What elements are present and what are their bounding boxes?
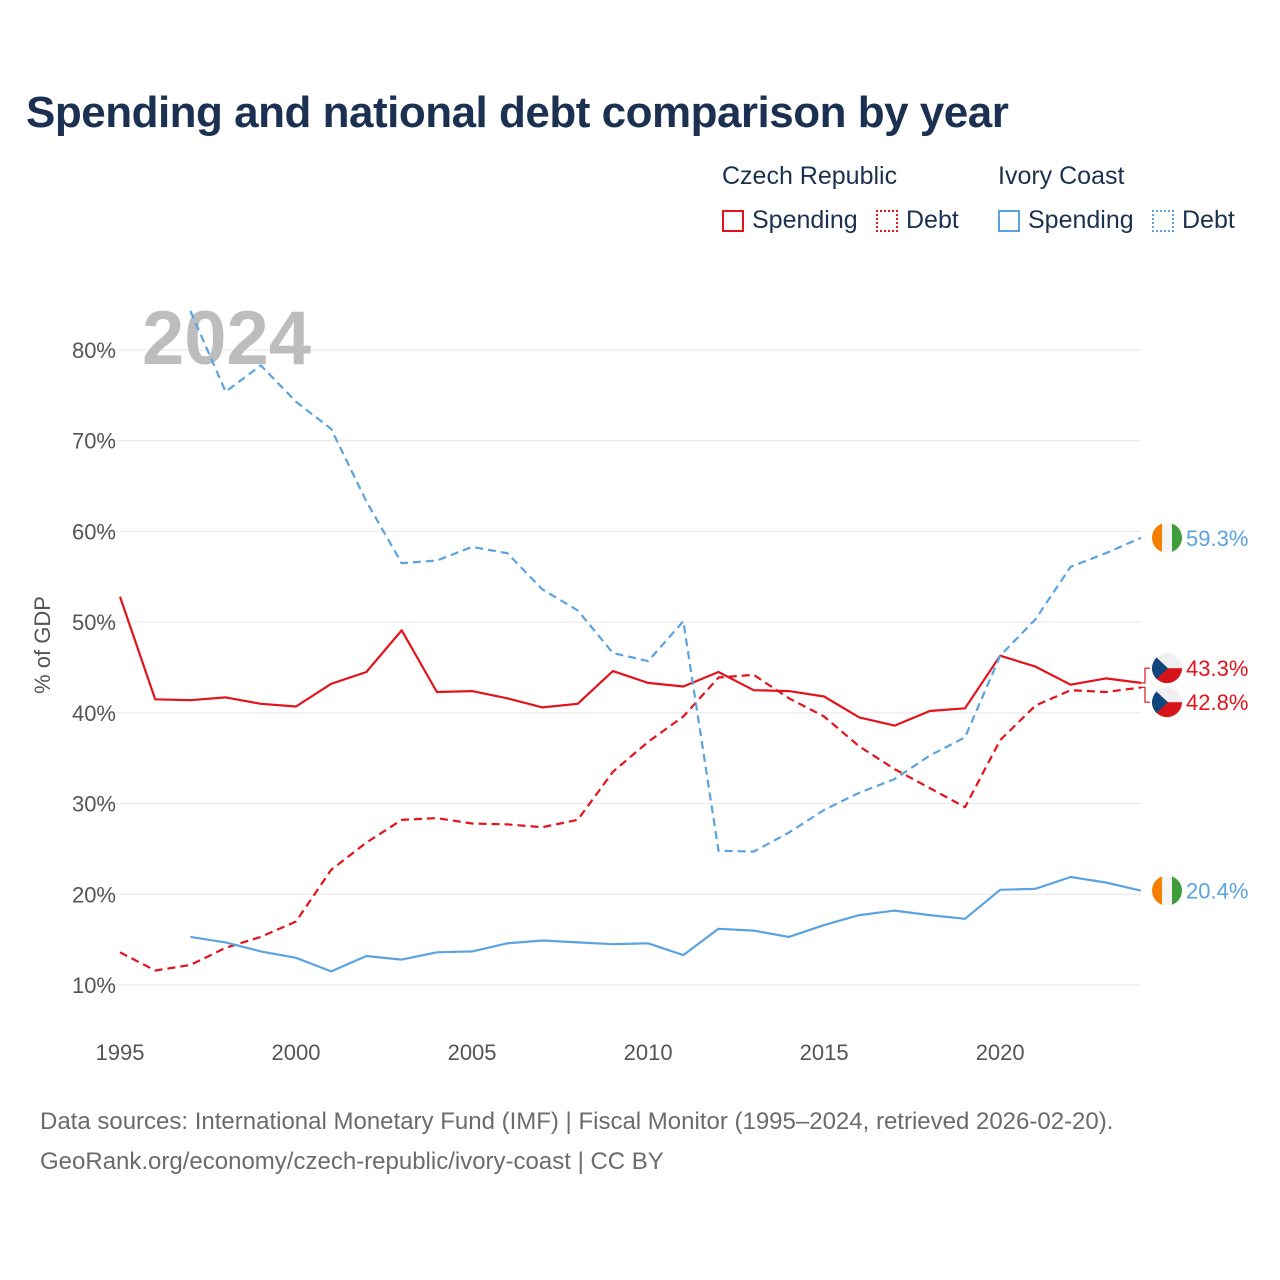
series-lines (118, 310, 1142, 973)
legend-item-czech-spending[interactable]: Spending (722, 206, 858, 235)
y-axis-label: % of GDP (30, 596, 55, 694)
y-axis-ticks: 10% 20% 30% 40% 50% 60% 70% 80% (72, 338, 116, 998)
czech-flag-icon (1152, 653, 1182, 684)
year-overlay: 2024 (142, 296, 311, 381)
y-tick-label: 50% (72, 610, 116, 635)
legend-swatch-dotted-red (876, 209, 898, 232)
x-tick-label: 1995 (96, 1040, 145, 1065)
x-tick-label: 2000 (272, 1040, 321, 1065)
label-leader (1141, 686, 1150, 703)
legend-swatch-solid-red (722, 209, 744, 232)
end-value-label: 20.4% (1186, 879, 1248, 904)
source-line-2[interactable]: GeoRank.org/economy/czech-republic/ivory… (40, 1148, 664, 1175)
y-tick-label: 40% (72, 701, 116, 726)
x-axis-ticks: 1995 2000 2005 2010 2015 2020 (96, 1040, 1025, 1065)
source-line-1: Data sources: International Monetary Fun… (40, 1108, 1114, 1135)
legend-swatch-solid-blue (998, 209, 1020, 232)
line-chart: 10% 20% 30% 40% 50% 60% 70% 80% 1995 2000 2005 201… (30, 296, 1248, 1065)
legend-group-ivory: Ivory Coast (998, 162, 1125, 190)
legend-label: Spending (752, 206, 858, 234)
y-tick-label: 10% (72, 973, 116, 998)
end-value-label: 59.3% (1186, 526, 1248, 551)
legend-swatch-dotted-blue (1152, 209, 1174, 232)
x-tick-label: 2010 (624, 1040, 673, 1065)
legend-item-ivory-spending[interactable]: Spending (998, 206, 1134, 235)
y-tick-label: 70% (72, 429, 116, 454)
label-leader (1141, 667, 1150, 684)
x-tick-label: 2015 (800, 1040, 849, 1065)
end-value-label: 43.3% (1186, 656, 1248, 681)
legend-group-czech: Czech Republic (722, 162, 898, 190)
czech-flag-icon (1152, 687, 1182, 718)
end-labels: 43.3% 42.8% 20.4% 59.3% (1141, 522, 1248, 906)
y-tick-label: 80% (72, 338, 116, 363)
legend-label: Debt (906, 206, 959, 234)
x-tick-label: 2005 (448, 1040, 497, 1065)
end-value-label: 42.8% (1186, 690, 1248, 715)
series-line (118, 596, 1142, 727)
ivory-coast-flag-icon (1152, 522, 1182, 553)
series-line (189, 310, 1142, 853)
y-tick-label: 60% (72, 519, 116, 544)
x-tick-label: 2020 (976, 1040, 1025, 1065)
series-line (119, 673, 1142, 972)
legend-item-czech-debt[interactable]: Debt (876, 206, 959, 235)
y-tick-label: 30% (72, 792, 116, 817)
legend-item-ivory-debt[interactable]: Debt (1152, 206, 1235, 235)
grid-lines (100, 349, 1141, 986)
y-tick-label: 20% (72, 882, 116, 907)
legend-label: Debt (1182, 206, 1235, 234)
series-line (190, 875, 1142, 973)
ivory-coast-flag-icon (1152, 875, 1182, 906)
legend-label: Spending (1028, 206, 1134, 234)
chart-title: Spending and national debt comparison by… (26, 88, 1009, 137)
